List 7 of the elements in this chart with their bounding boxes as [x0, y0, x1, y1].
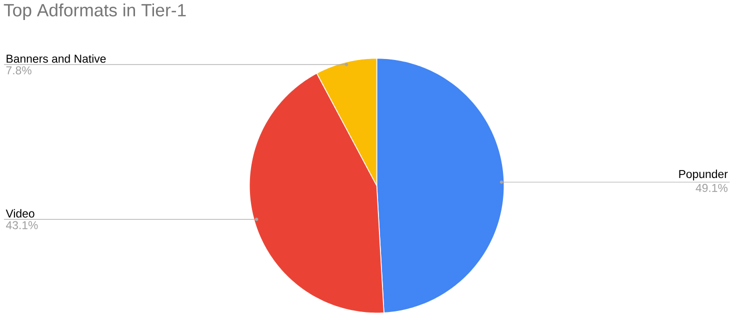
slice-label: Popunder [679, 169, 728, 180]
chart-title: Top Adformats in Tier-1 [4, 3, 186, 20]
data-label: 7.8% [6, 66, 32, 74]
data-label: 43.1% [6, 220, 38, 229]
slice-label: Banners and Native [6, 54, 106, 63]
data-label: 49.1% [696, 184, 728, 192]
slice-label: Video [6, 208, 34, 218]
